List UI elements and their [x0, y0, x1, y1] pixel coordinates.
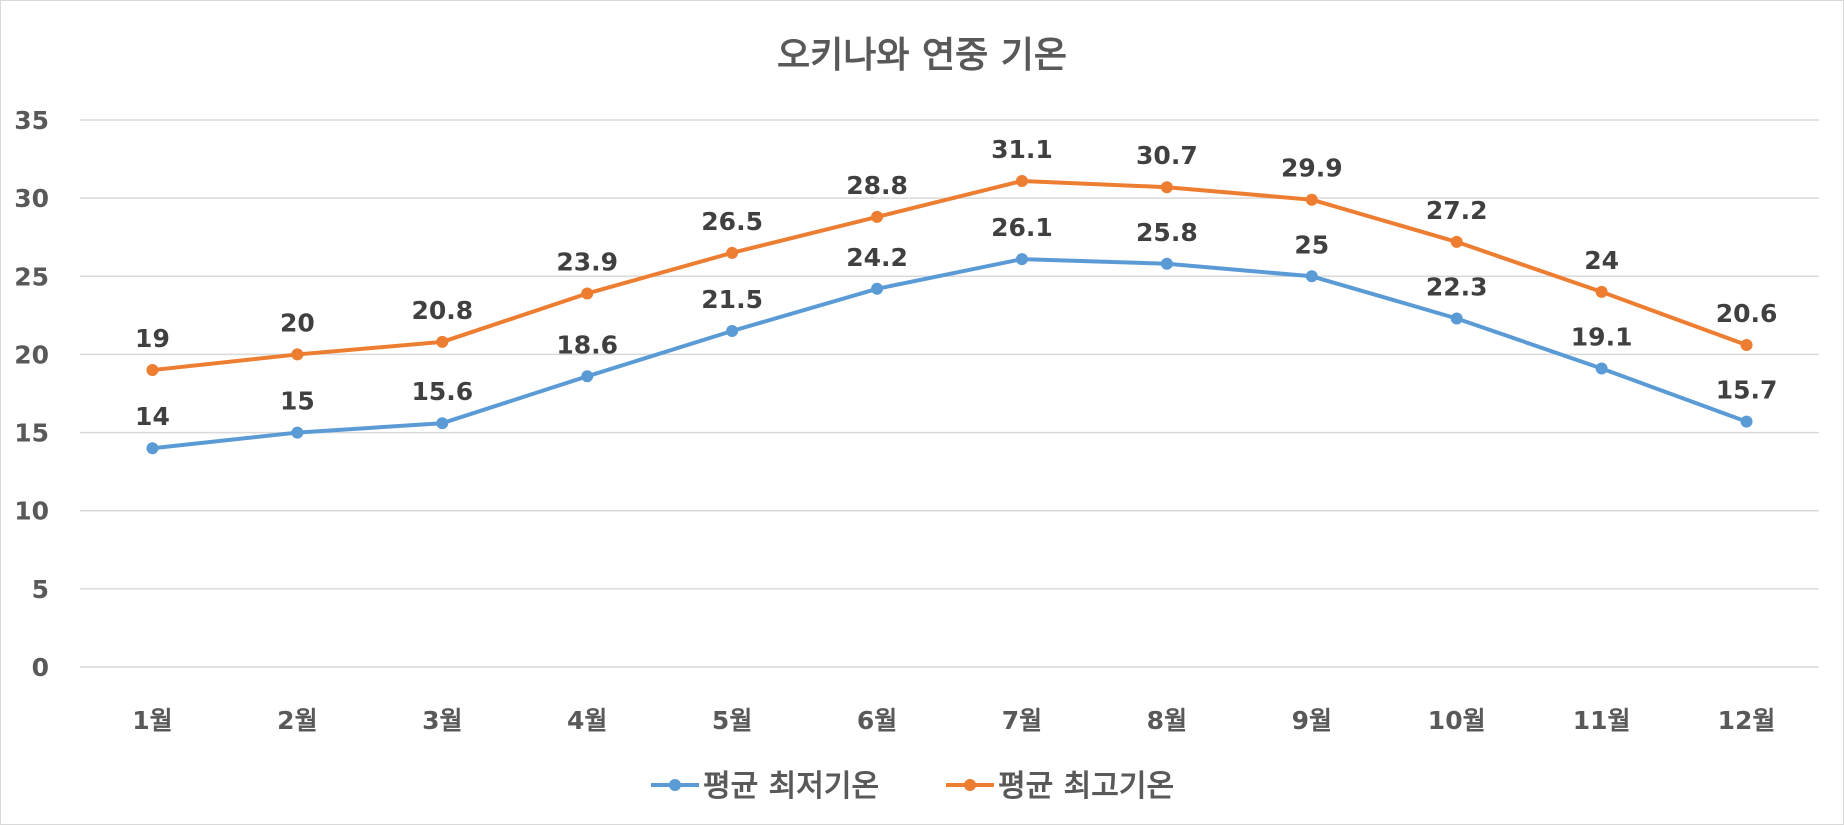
data-label: 25.8	[1136, 218, 1198, 247]
data-point	[726, 246, 739, 259]
x-tick-label: 9월	[1292, 706, 1332, 735]
x-tick-label: 1월	[132, 706, 172, 735]
y-tick-label: 35	[14, 106, 49, 135]
series-line	[150, 257, 1749, 451]
data-label: 25	[1294, 230, 1329, 259]
legend-marker	[669, 779, 681, 791]
data-label: 20.8	[411, 296, 473, 325]
data-point	[581, 287, 594, 300]
x-tick-label: 10월	[1428, 706, 1486, 735]
x-tick-label: 12월	[1718, 706, 1776, 735]
x-tick-label: 8월	[1147, 706, 1187, 735]
y-axis-ticks: 0 5 10 15 20 25 30 35	[14, 106, 49, 682]
y-tick-label: 15	[14, 419, 49, 448]
data-labels: 14 15 15.6 18.6 21.5 24.2 26.1 25.8 25 22.3 19.1 15…	[135, 135, 1777, 431]
legend: 평균 최저기온 평균 최고기온	[651, 769, 1174, 804]
series-line	[150, 178, 1749, 373]
chart-title: 오키나와 연중 기온	[777, 35, 1067, 76]
data-label: 19.1	[1571, 322, 1633, 351]
legend-label: 평균 최고기온	[998, 769, 1174, 804]
data-label: 26.5	[701, 207, 763, 236]
y-tick-label: 20	[14, 340, 49, 369]
data-point	[1740, 339, 1753, 352]
y-tick-label: 0	[32, 653, 49, 682]
legend-marker	[964, 779, 976, 791]
x-tick-label: 11월	[1573, 706, 1631, 735]
data-label: 24	[1584, 246, 1619, 275]
data-point	[436, 417, 449, 430]
data-point	[1595, 285, 1608, 298]
data-label: 29.9	[1281, 154, 1343, 183]
x-axis-ticks: 1월 2월 3월 4월 5월 6월 7월 8월 9월 10월 11월 12월	[132, 706, 1775, 735]
data-label: 26.1	[991, 213, 1053, 242]
data-point	[146, 364, 159, 377]
data-point	[146, 442, 159, 455]
data-label: 14	[135, 402, 170, 431]
data-point	[1160, 181, 1173, 194]
data-point	[1160, 257, 1173, 270]
x-tick-label: 6월	[857, 706, 897, 735]
data-label: 24.2	[846, 243, 908, 272]
data-point	[1450, 312, 1463, 325]
x-tick-label: 7월	[1002, 706, 1042, 735]
data-label: 20.6	[1716, 299, 1778, 328]
x-tick-label: 5월	[712, 706, 752, 735]
legend-label: 평균 최저기온	[703, 769, 879, 804]
data-label: 21.5	[701, 285, 763, 314]
data-label: 31.1	[991, 135, 1053, 164]
x-tick-label: 3월	[422, 706, 462, 735]
data-point	[1450, 235, 1463, 248]
data-label: 30.7	[1136, 141, 1198, 170]
data-point	[871, 210, 884, 223]
data-point	[291, 426, 304, 439]
data-label: 20	[280, 308, 315, 337]
data-point	[871, 282, 884, 295]
data-label: 15	[280, 387, 315, 416]
data-point	[726, 324, 739, 337]
y-tick-label: 10	[14, 497, 49, 526]
data-point	[291, 348, 304, 361]
data-label: 15.6	[411, 377, 473, 406]
data-label: 19	[135, 324, 170, 353]
y-tick-label: 30	[14, 184, 49, 213]
data-label: 27.2	[1426, 196, 1488, 225]
data-label: 15.7	[1716, 376, 1778, 405]
x-tick-label: 2월	[277, 706, 317, 735]
series-layer	[146, 174, 1753, 455]
x-tick-label: 4월	[567, 706, 607, 735]
data-point	[1305, 193, 1318, 206]
data-point	[1015, 174, 1028, 187]
data-label: 22.3	[1426, 272, 1488, 301]
y-tick-label: 25	[14, 262, 49, 291]
gridlines	[80, 119, 1819, 668]
data-point	[1595, 362, 1608, 375]
data-point	[1740, 415, 1753, 428]
data-point	[436, 335, 449, 348]
data-point	[1015, 253, 1028, 266]
data-point	[581, 370, 594, 383]
y-tick-label: 5	[32, 575, 49, 604]
data-label: 28.8	[846, 171, 908, 200]
data-label: 23.9	[556, 247, 618, 276]
data-point	[1305, 270, 1318, 283]
data-label: 18.6	[556, 330, 618, 359]
